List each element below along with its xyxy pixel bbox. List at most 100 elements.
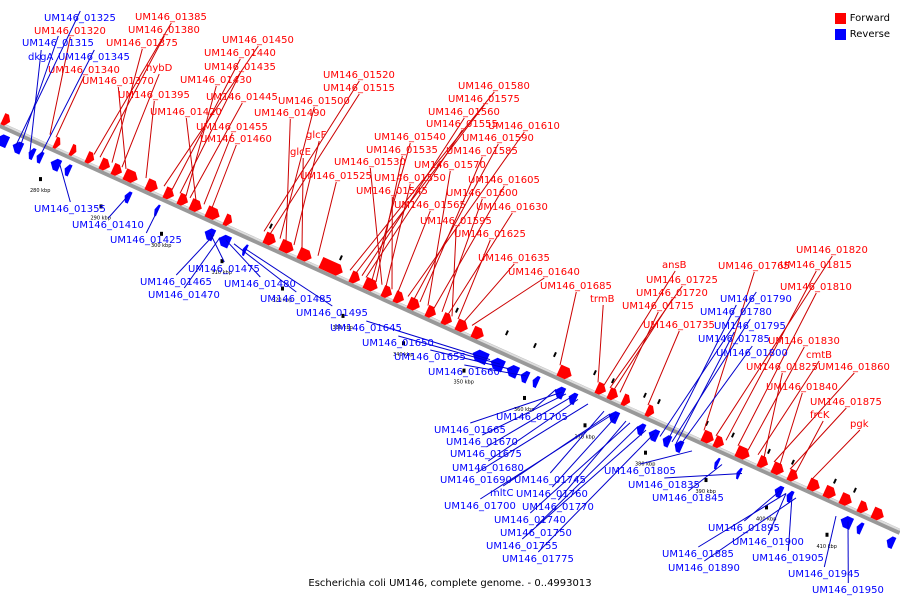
forward-gene-arrow bbox=[700, 429, 714, 444]
forward-gene-label: UM146_01435 bbox=[179, 62, 276, 194]
forward-gene-label: UM146_01535 bbox=[366, 145, 438, 283]
gene-shape bbox=[594, 381, 606, 395]
reverse-gene-label: UM146_01690 bbox=[440, 403, 589, 486]
gene-label-text: UM146_01895 bbox=[708, 523, 780, 534]
axis-tick: 400 kbp bbox=[756, 505, 776, 522]
gene-label-text: UM146_01645 bbox=[330, 323, 402, 334]
feature-marker bbox=[339, 255, 343, 261]
forward-gene-label: UM146_01520 bbox=[263, 70, 395, 232]
gene-label-text: frcK bbox=[810, 410, 830, 421]
leader-line bbox=[183, 237, 221, 289]
forward-gene-arrow bbox=[392, 290, 404, 304]
leader-line bbox=[15, 10, 81, 146]
gene-label-text: UM146_01495 bbox=[296, 308, 368, 319]
gene-label-text: UM146_01570 bbox=[414, 160, 486, 171]
gene-shape bbox=[520, 370, 531, 384]
feature-marker bbox=[731, 432, 735, 438]
reverse-gene-arrow bbox=[662, 435, 673, 448]
reverse-gene-label: UM146_01780 bbox=[667, 304, 772, 441]
gene-shape bbox=[0, 134, 11, 149]
forward-gene-label: UM146_01395 bbox=[118, 90, 190, 179]
leader-line bbox=[93, 22, 172, 155]
axis-tick: 340 kbp bbox=[393, 341, 413, 358]
gene-shape bbox=[838, 492, 852, 506]
leader-line bbox=[486, 396, 573, 448]
leader-line bbox=[549, 410, 605, 474]
gene-label-text: UM146_01675 bbox=[450, 449, 522, 460]
forward-gene-arrow bbox=[786, 468, 798, 482]
forward-gene-label: UM146_01810 bbox=[737, 282, 852, 446]
reverse-gene-label: UM146_01355 bbox=[34, 164, 106, 215]
gene-shape bbox=[68, 143, 77, 157]
gene-shape bbox=[218, 234, 233, 249]
gene-label-text: UM146_01325 bbox=[44, 13, 116, 24]
reverse-gene-label: UM146_01895 bbox=[708, 490, 781, 534]
leader-line bbox=[245, 248, 333, 307]
gene-shape bbox=[153, 204, 161, 217]
gene-shape bbox=[856, 500, 868, 514]
reverse-gene-arrow bbox=[840, 516, 855, 530]
reverse-gene-label: UM146_01845 bbox=[652, 464, 724, 504]
reverse-gene-label: UM146_01480 bbox=[224, 239, 296, 290]
reverse-gene-label: UM146_01705 bbox=[496, 389, 568, 423]
legend-forward: Forward bbox=[834, 10, 890, 26]
gene-shape bbox=[568, 392, 579, 406]
gene-shape bbox=[886, 536, 897, 549]
leader-line bbox=[559, 291, 577, 366]
forward-gene-label: UM146_01640 bbox=[471, 267, 580, 326]
forward-gene-label: UM146_01380 bbox=[99, 25, 200, 158]
forward-gene-label: UM146_01715 bbox=[619, 301, 694, 393]
reverse-gene-label: UM146_01410 bbox=[72, 195, 144, 231]
gene-shape bbox=[222, 213, 233, 227]
leader-line bbox=[355, 104, 485, 274]
forward-gene-arrow bbox=[144, 178, 158, 193]
gene-shape bbox=[506, 364, 521, 379]
gene-shape bbox=[110, 162, 122, 176]
leader-line bbox=[597, 304, 604, 383]
feature-marker bbox=[533, 342, 537, 349]
gene-shape bbox=[556, 364, 572, 380]
leader-line bbox=[471, 277, 545, 326]
leader-line bbox=[285, 118, 291, 242]
leader-line bbox=[117, 86, 127, 170]
gene-label-text: UM146_01700 bbox=[444, 501, 516, 512]
gene-label-text: UM146_01660 bbox=[428, 367, 500, 378]
forward-gene-arrow bbox=[348, 270, 360, 284]
gene-shape bbox=[162, 186, 174, 200]
gene-label-text: UM146_01355 bbox=[34, 204, 106, 215]
gene-label-text: UM146_01890 bbox=[668, 563, 740, 574]
reverse-gene-label: UM146_01835 bbox=[628, 473, 743, 491]
reverse-gene-label: UM146_01805 bbox=[604, 450, 693, 477]
forward-gene-arrow bbox=[712, 435, 724, 449]
forward-gene-arrow bbox=[262, 231, 276, 246]
feature-marker bbox=[853, 487, 857, 493]
gene-label-text: UM146_01470 bbox=[148, 290, 220, 301]
gene-shape bbox=[700, 429, 714, 444]
gene-label-text: UM146_01500 bbox=[278, 96, 350, 107]
reverse-gene-label: UM146_01790 bbox=[659, 291, 792, 437]
gene-label-text: UM146_01810 bbox=[780, 282, 852, 293]
forward-gene-arrow bbox=[188, 198, 202, 212]
gene-label-text: UM146_01580 bbox=[458, 81, 530, 92]
gene-label-text: UM146_01760 bbox=[516, 489, 588, 500]
gene-label-text: UM146_01845 bbox=[652, 493, 724, 504]
gene-shape bbox=[296, 247, 312, 262]
axis-tick: 310 kbp bbox=[212, 259, 232, 276]
axis-tick: 380 kbp bbox=[635, 450, 655, 468]
gene-shape bbox=[36, 151, 45, 164]
forward-gene-label: UM146_01500 bbox=[278, 96, 350, 239]
forward-gene-label: UM146_01820 bbox=[715, 245, 868, 437]
leader-line bbox=[529, 422, 631, 514]
forward-gene-label: UM146_01595 bbox=[420, 216, 492, 317]
leader-line bbox=[488, 398, 579, 462]
reverse-gene-arrow bbox=[153, 204, 161, 217]
feature-marker bbox=[505, 330, 509, 336]
forward-gene-label: UM146_01600 bbox=[441, 188, 518, 313]
reverse-gene-label: UM146_01495 bbox=[245, 248, 368, 319]
leader-line bbox=[811, 429, 861, 480]
reverse-gene-arrow bbox=[786, 490, 795, 503]
gene-shape bbox=[636, 423, 647, 436]
gene-label-text: UM146_01430 bbox=[180, 75, 252, 86]
gene-shape bbox=[662, 435, 673, 448]
forward-gene-label: UM146_01455 bbox=[196, 122, 268, 205]
